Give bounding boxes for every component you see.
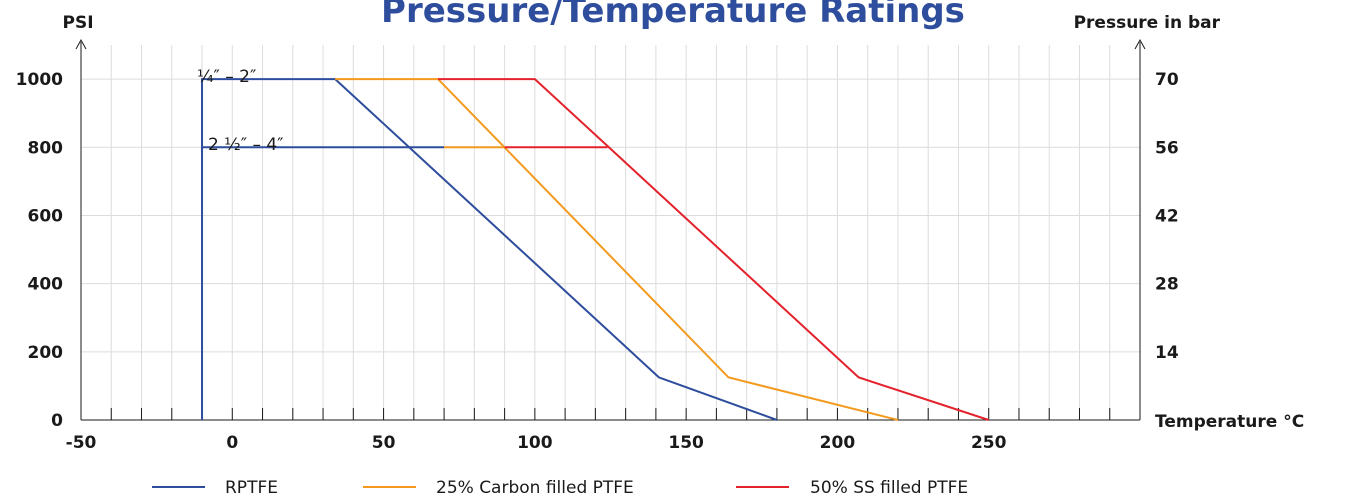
y-tick-label-right: 14 [1155, 343, 1179, 363]
chart-title: Pressure/Temperature Ratings [381, 0, 965, 31]
axes [75, 38, 1146, 421]
x-tick-label: -50 [66, 433, 97, 453]
grid [81, 45, 1140, 420]
y-axis-right-arrow [1134, 38, 1146, 50]
y-tick-label-left: 800 [28, 138, 64, 158]
series-lines [201, 78, 990, 421]
tick-labels: -50 0 50 100 150 200 2500200400600800100014284… [16, 70, 1179, 453]
y-tick-label-right: 70 [1155, 70, 1179, 90]
y-tick-label-left: 400 [28, 275, 64, 295]
y-tick-label-right: 42 [1155, 206, 1179, 226]
x-tick-label: 200 [820, 433, 856, 453]
legend: RPTFE 25% Carbon filled PTFE 50% SS fill… [152, 478, 968, 498]
y-axis-left-arrow [75, 38, 87, 50]
y-tick-label-left: 600 [28, 206, 64, 226]
y-tick-label-left: 200 [28, 343, 64, 363]
series-line-1 [335, 78, 899, 421]
y-tick-label-left: 0 [51, 411, 63, 431]
legend-label-rptfe: RPTFE [225, 478, 278, 498]
x-tick-label: 250 [971, 433, 1007, 453]
x-axis-title: Temperature °C [1155, 412, 1304, 432]
y-axis-title-left: PSI [62, 13, 93, 33]
annotation-large-sizes: 2 ½″ – 4″ [208, 135, 284, 155]
y-tick-label-right: 28 [1155, 275, 1179, 295]
x-tick-label: 150 [668, 433, 704, 453]
y-tick-label-left: 1000 [16, 70, 63, 90]
series-line-2 [438, 78, 990, 421]
x-tick-label: 50 [372, 433, 396, 453]
annotation-small-sizes: ¼″ – 2″ [197, 67, 256, 87]
x-tick-label: 0 [226, 433, 238, 453]
legend-label-ss: 50% SS filled PTFE [810, 478, 968, 498]
series-line-0 [201, 78, 778, 421]
y-tick-label-right: 56 [1155, 138, 1179, 158]
x-tick-label: 100 [517, 433, 553, 453]
legend-label-carbon: 25% Carbon filled PTFE [436, 478, 634, 498]
y-axis-title-right: Pressure in bar [1074, 13, 1221, 33]
